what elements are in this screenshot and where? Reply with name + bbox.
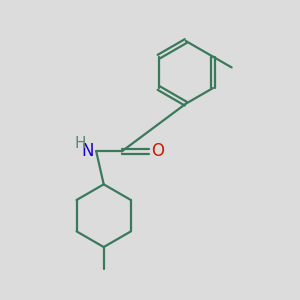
Text: H: H: [75, 136, 86, 151]
Text: N: N: [81, 142, 94, 160]
Text: O: O: [151, 142, 164, 160]
